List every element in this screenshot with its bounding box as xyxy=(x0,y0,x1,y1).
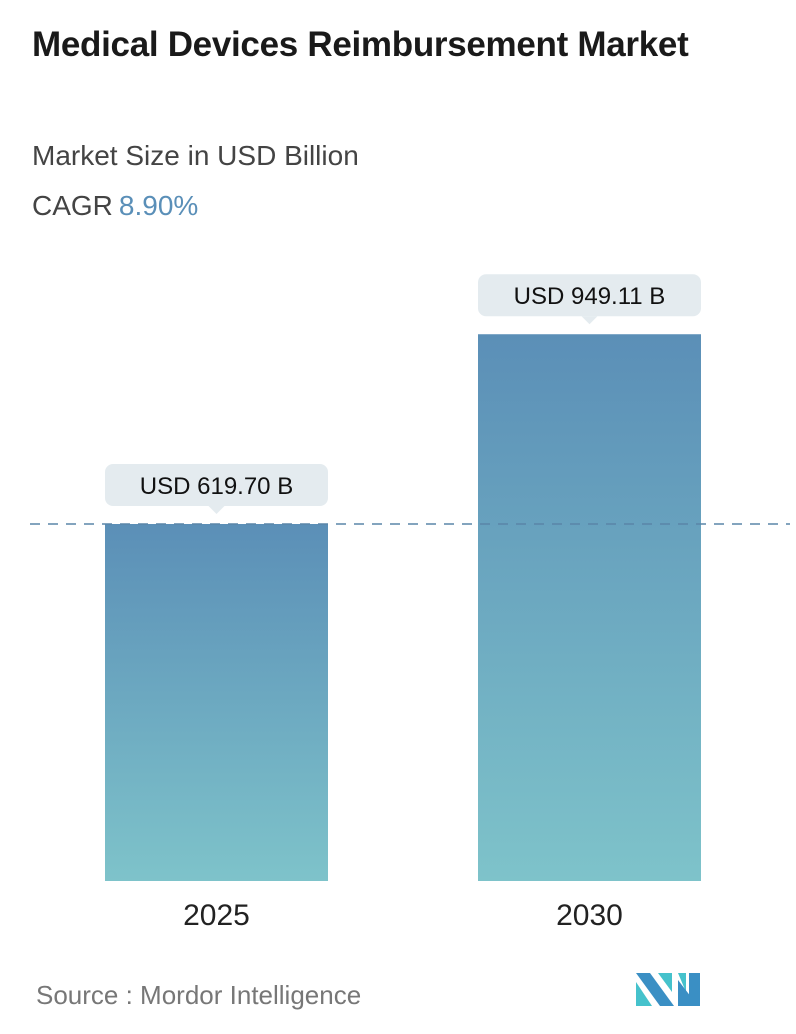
data-label-box xyxy=(478,274,701,317)
mordor-logo xyxy=(636,973,700,1006)
x-tick-label: 2030 xyxy=(556,899,623,932)
x-tick-label: 2025 xyxy=(183,899,250,932)
cagr-label: CAGR xyxy=(32,190,113,221)
cagr-value: 8.90% xyxy=(118,190,199,221)
source-text: Source : Mordor Intelligence xyxy=(36,980,362,1010)
data-label: USD 949.11 B xyxy=(514,283,666,310)
data-label: USD 619.70 B xyxy=(140,473,293,500)
bar-2030 xyxy=(478,334,701,881)
bar-2025 xyxy=(105,524,328,881)
chart-title: Medical Devices Reimbursement Market xyxy=(32,25,689,64)
data-label-box xyxy=(105,464,328,506)
chart-subtitle: Market Size in USD Billion xyxy=(32,140,359,171)
cagr: CAGR 8.90% xyxy=(32,190,198,222)
data-label-pointer xyxy=(208,506,225,514)
data-label-pointer xyxy=(581,316,598,325)
